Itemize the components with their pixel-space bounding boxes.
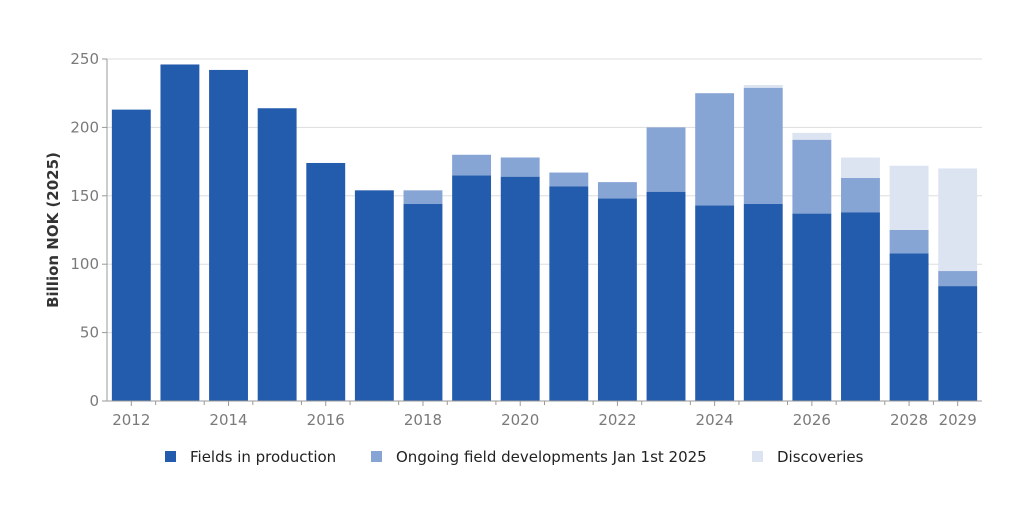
- bar-segment-developments: [792, 139, 832, 214]
- bar-segment-developments: [403, 190, 443, 205]
- x-tick-label: 2012: [112, 411, 150, 429]
- bar-segment-production: [403, 204, 443, 401]
- bar-segment-developments: [889, 230, 929, 254]
- x-tick-label: 2016: [307, 411, 345, 429]
- bar-segment-discoveries: [841, 157, 880, 179]
- bar-segment-developments: [549, 172, 589, 187]
- bar-segment-production: [889, 253, 929, 401]
- bar-segment-developments: [938, 271, 978, 287]
- y-axis-title: Billion NOK (2025): [44, 152, 62, 308]
- bar-segment-production: [695, 205, 735, 401]
- bar-segment-developments: [500, 157, 540, 177]
- x-tick-label: 2014: [209, 411, 247, 429]
- bar-segment-production: [160, 64, 200, 402]
- bar-segment-production: [500, 176, 540, 401]
- x-tick-label: 2020: [501, 411, 539, 429]
- y-tick-label: 50: [80, 324, 99, 342]
- y-tick-label: 0: [89, 392, 99, 410]
- bar-segment-production: [452, 175, 492, 401]
- y-tick-label: 250: [70, 50, 99, 68]
- bar-segment-developments: [743, 87, 783, 205]
- bar-segment-production: [938, 286, 978, 401]
- bar-segment-production: [792, 213, 832, 401]
- bar-segment-discoveries: [889, 165, 929, 230]
- bar-segment-developments: [646, 127, 686, 192]
- y-tick-label: 150: [70, 187, 99, 205]
- axes: 0 50 100 150 200 250 2012 2014 2016 2018 2020 2022 2…: [70, 50, 982, 429]
- legend-label: Discoveries: [777, 448, 864, 466]
- x-tick-label: 2024: [696, 411, 734, 429]
- x-tick-label: 2022: [598, 411, 636, 429]
- x-tick-label: 2028: [890, 411, 928, 429]
- bar-segment-developments: [841, 178, 880, 213]
- bar-segment-developments: [597, 182, 637, 199]
- bar-segment-production: [646, 191, 686, 401]
- legend-swatch: [165, 451, 176, 462]
- bar-segment-developments: [452, 154, 492, 176]
- bar-segment-production: [257, 108, 297, 402]
- y-tick-label: 200: [70, 118, 99, 136]
- legend-swatch: [371, 451, 382, 462]
- bar-segment-production: [306, 162, 346, 401]
- legend-label: Ongoing field developments Jan 1st 2025: [396, 448, 707, 466]
- bar-segment-production: [841, 212, 880, 401]
- bar-segment-developments: [695, 93, 735, 206]
- x-tick-label: 2018: [404, 411, 442, 429]
- bar-segment-production: [354, 190, 394, 401]
- y-tick-label: 100: [70, 255, 99, 273]
- bar-segment-production: [549, 186, 589, 401]
- bar-segment-discoveries: [938, 168, 978, 272]
- legend: Fields in production Ongoing field develo…: [165, 448, 864, 466]
- bar-segment-discoveries: [792, 132, 832, 140]
- legend-label: Fields in production: [190, 448, 336, 466]
- bar-segment-discoveries: [743, 84, 783, 88]
- bar-segment-production: [597, 198, 637, 401]
- bar-segment-production: [743, 204, 783, 401]
- bar-segment-production: [111, 109, 151, 401]
- x-tick-label: 2026: [793, 411, 831, 429]
- legend-swatch: [752, 451, 763, 462]
- bar-segment-production: [209, 69, 248, 401]
- x-tick-label: 2029: [939, 411, 977, 429]
- bars: [111, 64, 978, 402]
